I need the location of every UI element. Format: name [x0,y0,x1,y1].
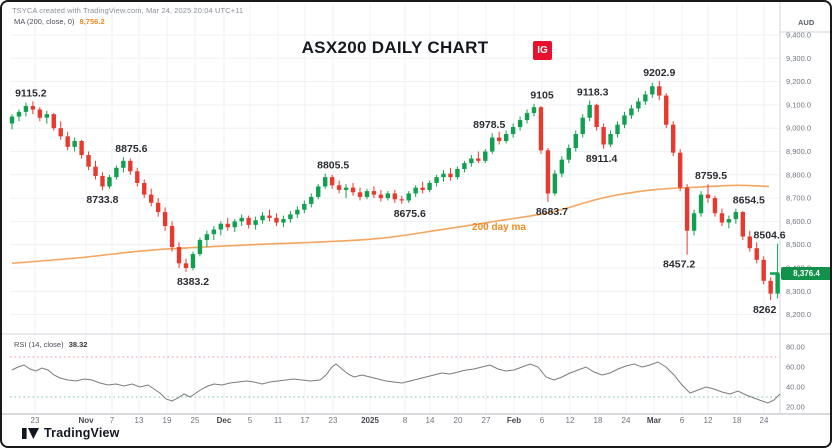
pane-separators [2,2,830,415]
svg-text:8,200.0: 8,200.0 [786,310,811,319]
svg-text:6: 6 [680,416,685,425]
svg-text:8978.5: 8978.5 [473,119,505,131]
svg-text:8,600.0: 8,600.0 [786,217,811,226]
rsi-legend-label: RSI (14, close) [14,340,64,349]
svg-text:200 day ma: 200 day ma [472,222,526,233]
ig-logo: IG [533,41,552,60]
price-annotations: 9115.2 8875.6 8733.8 8383.2 8805.5 8675.6 8978… [15,67,786,316]
watermark-text: TSYCA created with TradingView.com, Mar … [12,6,244,15]
svg-text:80.00: 80.00 [786,343,805,352]
svg-text:8383.2: 8383.2 [177,276,209,288]
svg-text:9,100.0: 9,100.0 [786,100,811,109]
svg-text:8675.6: 8675.6 [394,208,426,220]
svg-text:8759.5: 8759.5 [695,170,727,182]
svg-text:9,400.0: 9,400.0 [786,31,811,40]
ma-legend-value: 8,756.2 [79,17,105,26]
svg-text:Nov: Nov [78,416,94,425]
rsi-axis-labels: 80.00 60.00 40.00 20.00 [786,343,805,412]
svg-text:9,000.0: 9,000.0 [786,124,811,133]
svg-text:9,200.0: 9,200.0 [786,77,811,86]
svg-text:8504.6: 8504.6 [754,230,786,242]
ma-legend[interactable]: MA (200, close, 0) 8,756.2 [14,17,105,26]
svg-text:17: 17 [301,416,310,425]
svg-text:8457.2: 8457.2 [663,259,695,271]
svg-text:6: 6 [540,416,545,425]
tradingview-brand-text: TradingView [44,425,120,440]
svg-text:8,700.0: 8,700.0 [786,194,811,203]
svg-text:Dec: Dec [217,416,232,425]
svg-text:12: 12 [704,416,713,425]
footer-branding[interactable]: TradingView [22,425,120,440]
svg-text:8,800.0: 8,800.0 [786,170,811,179]
svg-text:40.00: 40.00 [786,383,805,392]
svg-text:23: 23 [329,416,338,425]
svg-text:9105: 9105 [530,90,554,102]
svg-text:2025: 2025 [361,416,379,425]
svg-text:9202.9: 9202.9 [643,67,675,79]
svg-text:24: 24 [622,416,631,425]
svg-text:8875.6: 8875.6 [115,143,147,155]
svg-text:60.00: 60.00 [786,363,805,372]
svg-text:8,900.0: 8,900.0 [786,147,811,156]
svg-text:8683.7: 8683.7 [536,206,568,218]
svg-text:25: 25 [191,416,200,425]
svg-text:20: 20 [454,416,463,425]
svg-text:19: 19 [163,416,172,425]
time-axis-labels: 23 Nov 7 13 19 25 Dec 5 11 17 23 2025 8 14 20 27 Feb 6 12 1… [31,416,769,425]
svg-text:18: 18 [594,416,603,425]
candlesticks [9,80,780,301]
svg-text:7: 7 [110,416,115,425]
rsi-legend[interactable]: RSI (14, close) 38.32 [14,340,87,349]
svg-text:20.00: 20.00 [786,403,805,412]
tradingview-logo-icon [22,428,39,439]
svg-text:8,500.0: 8,500.0 [786,240,811,249]
svg-text:12: 12 [566,416,575,425]
svg-text:8733.8: 8733.8 [86,194,118,206]
svg-text:24: 24 [760,416,769,425]
svg-text:9118.3: 9118.3 [577,87,609,99]
svg-text:23: 23 [31,416,40,425]
svg-text:18: 18 [733,416,742,425]
svg-text:5: 5 [248,416,253,425]
svg-text:8,300.0: 8,300.0 [786,287,811,296]
svg-text:14: 14 [426,416,435,425]
svg-text:9,300.0: 9,300.0 [786,54,811,63]
ma-200-line [11,184,770,265]
svg-text:11: 11 [274,416,283,425]
chart-title: ASX200 DAILY CHART [301,38,489,57]
rsi-threshold-lines [10,356,780,398]
svg-text:8: 8 [403,416,408,425]
svg-text:27: 27 [482,416,491,425]
price-axis-currency: AUD [798,18,815,27]
svg-text:8262: 8262 [753,304,777,316]
rsi-line [11,361,781,404]
svg-text:13: 13 [135,416,144,425]
svg-text:9115.2: 9115.2 [15,87,47,99]
svg-text:8654.5: 8654.5 [733,195,765,207]
rsi-legend-value: 38.32 [68,340,88,349]
svg-text:Mar: Mar [647,416,661,425]
svg-text:8911.4: 8911.4 [586,153,618,165]
last-price-label: 8,376.4 [781,266,830,280]
ma-legend-label: MA (200, close, 0) [14,17,75,26]
svg-text:Feb: Feb [507,416,521,425]
grid-lines [10,4,780,414]
svg-text:8805.5: 8805.5 [317,160,349,172]
